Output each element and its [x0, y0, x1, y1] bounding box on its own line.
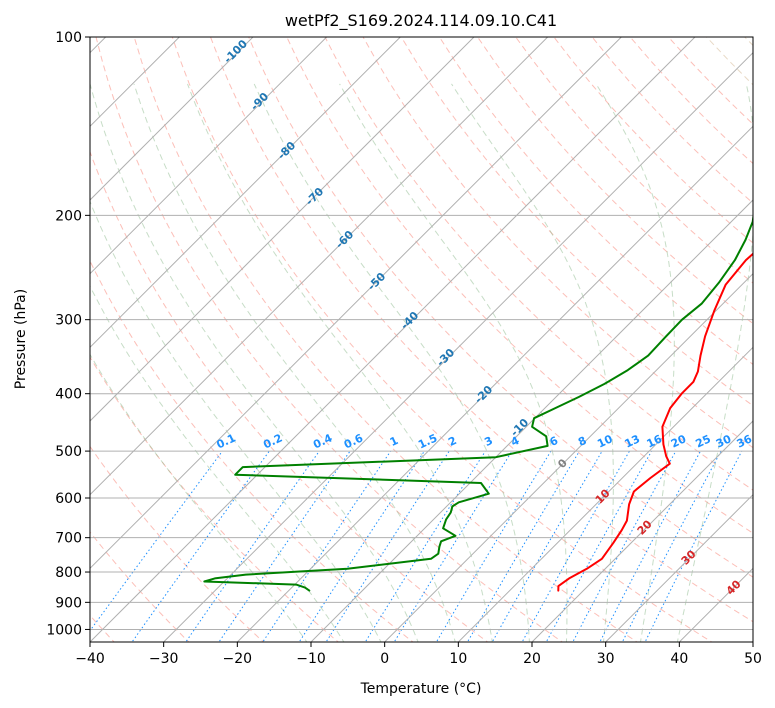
dry-adiabat: [248, 37, 753, 578]
moist-adiabat: [90, 200, 382, 642]
dry-adiabat: [438, 37, 753, 366]
plot-area: -100-90-80-70-60-50-40-30-20-100.1 0.2 0.4…: [90, 37, 755, 642]
pressure-gridlines: [90, 37, 753, 630]
moist-adiabat: [253, 83, 530, 642]
mixing-ratio-label: 36: [735, 432, 755, 450]
moist-adiabat: [90, 353, 308, 642]
mixing-ratio-line: [262, 450, 392, 642]
temperature-line: [557, 252, 753, 592]
x-tick-label: −20: [223, 651, 253, 667]
mixing-ratio-line: [466, 450, 580, 642]
dry-adiabat: [324, 37, 753, 491]
isotherm-line: [90, 37, 549, 496]
y-tick-label: 800: [55, 565, 82, 581]
x-tick-label: 40: [670, 651, 688, 667]
x-tick-label: 0: [380, 651, 389, 667]
mixing-ratio-line: [599, 450, 701, 642]
mixing-ratio-line: [298, 450, 425, 642]
y-axis-title: Pressure (hPa): [13, 289, 29, 389]
chart-title: wetPf2_S169.2024.114.09.10.C41: [285, 11, 557, 31]
isotherm-line: [384, 272, 753, 642]
dry-adiabat: [90, 259, 414, 642]
y-tick-label: 700: [55, 531, 82, 547]
mixing-ratio-label: 13: [623, 432, 642, 450]
mixing-ratio-line: [393, 450, 513, 642]
mixing-ratio-line: [572, 450, 677, 642]
mixing-ratio-label: 20: [669, 432, 689, 450]
mixing-ratio-line: [131, 450, 270, 642]
plot-frame: [89, 36, 754, 643]
x-tick-label: −40: [75, 651, 105, 667]
mixing-ratio-lines: [90, 450, 743, 642]
isotherm-line: [605, 493, 753, 642]
dewpoint-line: [203, 211, 753, 592]
isotherm-line: [310, 199, 753, 642]
y-tick-label: 900: [55, 595, 82, 611]
x-tick-label: −10: [296, 651, 326, 667]
y-tick-label: 600: [55, 491, 82, 507]
isotherm-line: [90, 37, 254, 201]
isotherm-line: [90, 37, 696, 642]
y-tick-label: 200: [55, 208, 82, 224]
skewed-isotherms: [90, 37, 753, 642]
y-tick-label: 300: [55, 313, 82, 329]
dry-adiabat: [286, 37, 753, 534]
isotherm-line: [236, 125, 753, 642]
x-tick-label: 30: [597, 651, 615, 667]
x-tick-label: −30: [149, 651, 179, 667]
y-axis-ticks: 100 200 300 400 500 600 700 800 900 1000: [46, 30, 90, 638]
moist-adiabat: [133, 83, 456, 642]
moist-adiabat: [451, 83, 614, 642]
x-axis-ticks: −40 −30 −20 −10 0 10 20 30 40 50: [75, 642, 762, 667]
moist-adiabat: [187, 83, 493, 642]
mixing-ratio-label: 16: [645, 432, 665, 450]
x-tick-label: 10: [449, 651, 467, 667]
mixing-ratio-line: [325, 450, 450, 642]
isotherm-line: [90, 37, 622, 570]
mixing-ratio-label: 10: [595, 432, 615, 450]
x-tick-label: 50: [744, 651, 762, 667]
y-tick-label: 400: [55, 387, 82, 403]
moist-adiabats: [90, 83, 753, 642]
mixing-ratio-label: 30: [714, 432, 734, 450]
y-tick-label: 500: [55, 444, 82, 460]
isotherm-line: [457, 346, 753, 642]
dry-adiabat: [400, 37, 753, 407]
mixing-ratio-line: [90, 450, 223, 632]
mixing-ratio-line: [218, 450, 351, 642]
x-tick-label: 20: [523, 651, 541, 667]
sounding-series: [203, 211, 753, 592]
isotherm-line: [90, 37, 328, 275]
mixing-ratio-line: [621, 450, 722, 642]
dry-adiabat: [477, 37, 753, 325]
isotherm-line: [90, 37, 401, 349]
dry-adiabat: [362, 37, 753, 449]
moist-adiabat: [676, 83, 753, 642]
y-tick-label: 100: [55, 30, 82, 46]
moist-adiabat: [339, 83, 568, 642]
isotherm-line: [90, 37, 475, 422]
x-axis-title: Temperature (°C): [360, 681, 482, 697]
moist-adiabat: [595, 83, 675, 642]
isotherm-line: [531, 420, 753, 642]
moist-adiabat: [90, 83, 419, 642]
mixing-ratio-label: 25: [693, 432, 712, 450]
mixing-ratio-line: [185, 450, 320, 642]
y-tick-label: 1000: [46, 622, 82, 638]
isotherm-line: [163, 51, 753, 642]
